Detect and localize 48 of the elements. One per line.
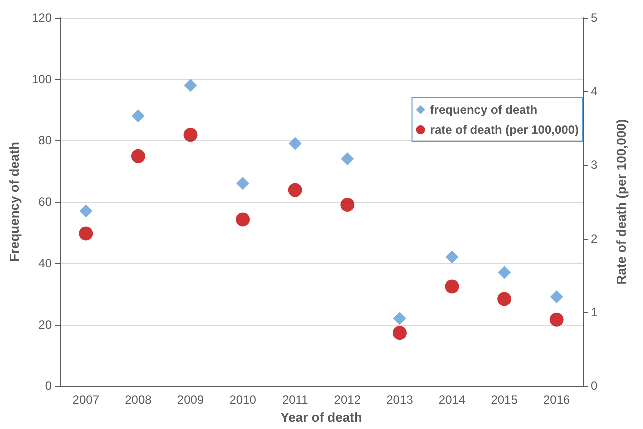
point [236, 212, 250, 227]
point [550, 290, 564, 304]
x-tick-label: 2010 [230, 393, 257, 408]
x-tick-label: 2012 [334, 393, 362, 408]
y2-tick-label: 4 [591, 84, 598, 99]
legend-label: frequency of death [430, 103, 538, 117]
x-tick-label: 2008 [125, 393, 152, 408]
point [288, 183, 302, 198]
x-tick-label: 2014 [438, 393, 466, 408]
y2-axis-title: Rate of death (per 100,000) [614, 119, 629, 285]
y2-tick-label: 0 [591, 379, 598, 394]
y-tick-label: 100 [32, 72, 52, 86]
point [550, 312, 564, 327]
point [393, 312, 406, 326]
y-tick-label: 60 [38, 195, 52, 210]
legend-label: rate of death (per 100,000) [430, 123, 580, 137]
x-tick-label: 2013 [386, 393, 414, 408]
y-axis-title: Frequency of death [7, 142, 22, 262]
y2-tick-label: 1 [591, 305, 598, 320]
y2-tick-label: 3 [591, 158, 598, 172]
point [446, 250, 459, 264]
x-tick-label: 2007 [72, 393, 100, 408]
point [340, 198, 355, 212]
y2-tick-label: 5 [591, 11, 598, 25]
x-tick-label: 2009 [177, 393, 204, 408]
point [498, 292, 512, 306]
point [445, 280, 460, 294]
point [288, 137, 302, 150]
x-axis-title: Year of death [280, 410, 362, 425]
point [392, 326, 407, 340]
point [79, 226, 94, 241]
point [184, 128, 198, 142]
point [236, 177, 250, 190]
point [80, 204, 93, 218]
y2-tick-label: 2 [591, 232, 598, 246]
point [498, 266, 512, 280]
x-tick-label: 2016 [544, 393, 571, 408]
y-tick-label: 20 [38, 318, 52, 332]
y-tick-label: 0 [45, 379, 52, 394]
y-tick-label: 40 [38, 256, 52, 270]
point [131, 149, 146, 164]
point [132, 110, 145, 123]
point [341, 152, 354, 166]
y-tick-label: 80 [38, 134, 52, 148]
point [184, 78, 198, 92]
x-tick-label: 2011 [282, 393, 309, 408]
x-tick-label: 2015 [491, 393, 518, 408]
y-tick-label: 120 [32, 11, 52, 25]
